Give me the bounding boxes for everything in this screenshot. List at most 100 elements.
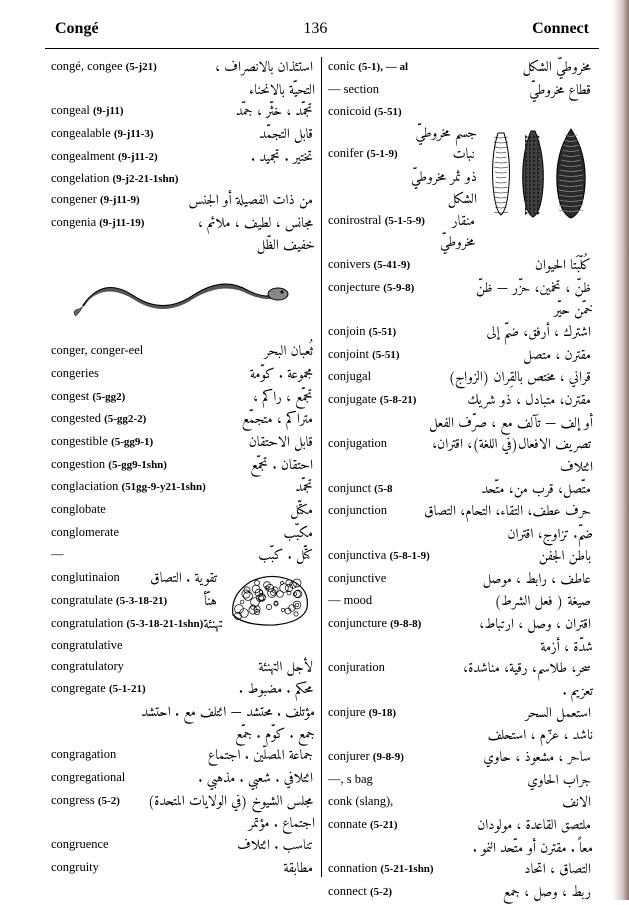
dictionary-entry: connate (5-21)ملتصق القاعدة ، مولودان — [328, 815, 593, 837]
dictionary-entry: conglutinaionتقوية . التصاق — [51, 568, 219, 590]
headword: — mood — [328, 591, 372, 610]
pronunciation-code: (5-51) — [372, 349, 400, 361]
arabic-gloss: تختير . تجميد . — [158, 147, 315, 169]
headword: conifer (5-1-9) — [328, 144, 398, 163]
pronunciation-code: (5-3-18-21) — [116, 595, 167, 607]
dictionary-entry: congelation (9-j2-21-1shn) — [51, 169, 315, 188]
pronunciation-code: (5-1-5-9) — [385, 215, 425, 227]
arabic-gloss: كُلّبَتا الحيوان — [410, 255, 593, 277]
arabic-continuation: خمّن حيّر — [328, 300, 593, 322]
dictionary-entry: congeriesمجموعة . كوّمة — [51, 364, 315, 386]
dictionary-entry: conglobateمكتّل — [51, 500, 315, 522]
dictionary-entry: conicoid (5-51) — [328, 102, 593, 121]
headword: conjoint (5-51) — [328, 345, 400, 364]
dictionary-entry: conjunctionحرف عطف، التقاء، التحام، التص… — [328, 501, 593, 523]
dictionary-entry: congruityمطابقة — [51, 858, 315, 880]
headword: conjure (9-18) — [328, 703, 396, 722]
dictionary-entry: congenia (9-j11-19)مجانس ، لطيف ، ملائم … — [51, 213, 315, 235]
arabic-gloss: ثُعبان البحر — [143, 341, 315, 363]
pronunciation-code: (9-j11-3) — [114, 128, 154, 140]
dictionary-entry: conjoint (5-51)مقترن ، متصل — [328, 345, 593, 367]
arabic-continuation: ائتلاف — [328, 457, 593, 479]
pronunciation-code: (5-51) — [369, 326, 397, 338]
arabic-gloss: ملتصق القاعدة ، مولودان — [398, 815, 594, 837]
arabic-gloss: ربط ، وصل ، جمع — [392, 882, 593, 904]
headword: connect (5-2) — [328, 882, 392, 901]
arabic-gloss: قطاع مخروطيّ — [379, 80, 593, 102]
headword: congested (5-gg2-2) — [51, 409, 146, 428]
dictionary-entry: conjecture (5-9-8)ظنّ ، تخمين، حزّر — ظن… — [328, 278, 593, 300]
dictionary-entry: conglaciation (51gg-9-y21-1shn)تجمّد — [51, 477, 315, 499]
arabic-gloss: تجمّد — [206, 477, 315, 499]
arabic-continuation: تعزيم . — [328, 681, 593, 703]
headword: congenia (9-j11-19) — [51, 213, 144, 232]
pronunciation-code: (5-1-21) — [109, 683, 146, 695]
headword: conjugate (5-8-21) — [328, 390, 416, 409]
headword: congratulation (5-3-18-21-1shn) — [51, 614, 203, 633]
headword: conjoin (5-51) — [328, 322, 396, 341]
headword: congestion (5-gg9-1shn) — [51, 455, 167, 474]
headword: congratulative — [51, 636, 123, 655]
pronunciation-code: (9-j2-21-1shn) — [112, 173, 178, 185]
headword: congregational — [51, 768, 125, 787]
arabic-gloss: صيغة ( فعل الشرط) — [372, 591, 593, 613]
arabic-continuation: معاً . مقترن أو متّحد النمو . — [328, 838, 593, 860]
headword: conic (5-1), — al — [328, 57, 408, 76]
pronunciation-code: (5-8 — [374, 483, 392, 495]
arabic-gloss: حرف عطف، التقاء، التحام، التصاق — [387, 501, 593, 523]
arabic-gloss: سحر، طلاسم، رقية، مناشدة، — [385, 658, 593, 680]
dictionary-entry: conirostral (5-1-5-9)منقار مخروطيّ — [328, 211, 477, 254]
dictionary-entry: conjurer (9-8-9)ساحر ، مشعوذ ، حاوي — [328, 747, 593, 769]
pronunciation-code: (5-1-9) — [367, 148, 398, 160]
conifer-cones-illustration — [483, 125, 593, 226]
pronunciation-code: (9-8-8) — [390, 618, 421, 630]
dictionary-entry: — moodصيغة ( فعل الشرط) — [328, 591, 593, 613]
headword: congeal (9-j11) — [51, 101, 124, 120]
running-head-left: Congé — [55, 20, 99, 38]
headword: congé, congee (5-j21) — [51, 57, 157, 76]
arabic-gloss: مكبّب — [119, 523, 315, 545]
dictionary-entry: congestion (5-gg9-1shn)احتقان . تجمّع — [51, 455, 315, 477]
arabic-gloss: احتقان . تجمّع — [167, 455, 315, 477]
headword: congest (5-gg2) — [51, 387, 125, 406]
arabic-continuation: خفيف الظّل — [51, 235, 315, 257]
arabic-continuation: ضمّ. تزاوج، اقتران — [328, 524, 593, 546]
arabic-gloss: تجمّد ، خثّر ، جمّد — [124, 101, 315, 123]
arabic-gloss: مجلس الشيوخ (في الولايات المتحدة) — [120, 791, 315, 813]
dictionary-entry: congested (5-gg2-2)متراكم ، متجمّع — [51, 409, 315, 431]
arabic-gloss: التصاق ، اتحاد — [434, 859, 593, 881]
arabic-gloss: متّصل، قرب من، متّحد — [393, 479, 594, 501]
headword: conglobate — [51, 500, 106, 519]
dictionary-entry: conic (5-1), — alمخروطيّ الشكل — [328, 57, 593, 79]
headword: congelation (9-j2-21-1shn) — [51, 169, 178, 188]
arabic-continuation: التحيّة بالانحناء — [51, 80, 315, 102]
headword: conglomerate — [51, 523, 119, 542]
dictionary-entry: congener (9-j11-9)من ذات الفصيلة أو الجن… — [51, 190, 315, 212]
conglomerate-illustration — [225, 570, 315, 634]
arabic-gloss: اقتران ، وصل ، ارتباط، — [421, 614, 593, 636]
dictionary-entry: connect (5-2)ربط ، وصل ، جمع — [328, 882, 593, 904]
dictionary-entry: conjurationسحر، طلاسم، رقية، مناشدة، — [328, 658, 593, 680]
pronunciation-code: (5-21) — [370, 819, 398, 831]
arabic-gloss: ظنّ ، تخمين، حزّر — ظنّ — [414, 278, 593, 300]
dictionary-entry: conjunct (5-8متّصل، قرب من، متّحد — [328, 479, 593, 501]
dictionary-entry: congest (5-gg2)تجمّع ، راكم ، — [51, 387, 315, 409]
pronunciation-code: (5-3-18-21-1shn) — [126, 618, 203, 630]
arabic-gloss: مجانس ، لطيف ، ملائم ، — [144, 213, 315, 235]
dictionary-entry: congé, congee (5-j21)استئذان بالانصراف ، — [51, 57, 315, 79]
dictionary-entry: connation (5-21-1shn)التصاق ، اتحاد — [328, 859, 593, 881]
dictionary-entry: conjunctiva (5-8-1-9)باطن الجفن — [328, 546, 593, 568]
headword: congregate (5-1-21) — [51, 679, 146, 698]
dictionary-entry: conjure (9-18)استعمل السحر — [328, 703, 593, 725]
headword: conjunctiva (5-8-1-9) — [328, 546, 430, 565]
arabic-gloss: قابل الاحتقان — [153, 432, 315, 454]
pronunciation-code: (9-j11) — [93, 105, 124, 117]
headword: conjugation — [328, 434, 387, 453]
pronunciation-code: (5-51) — [374, 106, 402, 118]
headword: conjunctive — [328, 569, 386, 588]
eel-illustration — [51, 261, 315, 337]
right-column: conic (5-1), — alمخروطيّ الشكل— sectionق… — [322, 57, 599, 877]
dictionary-entry: congratulative — [51, 636, 219, 655]
arabic-gloss: هنّأ — [167, 591, 219, 613]
arabic-gloss: اشترك ، أرفق، ضمّ إلى — [396, 322, 593, 344]
